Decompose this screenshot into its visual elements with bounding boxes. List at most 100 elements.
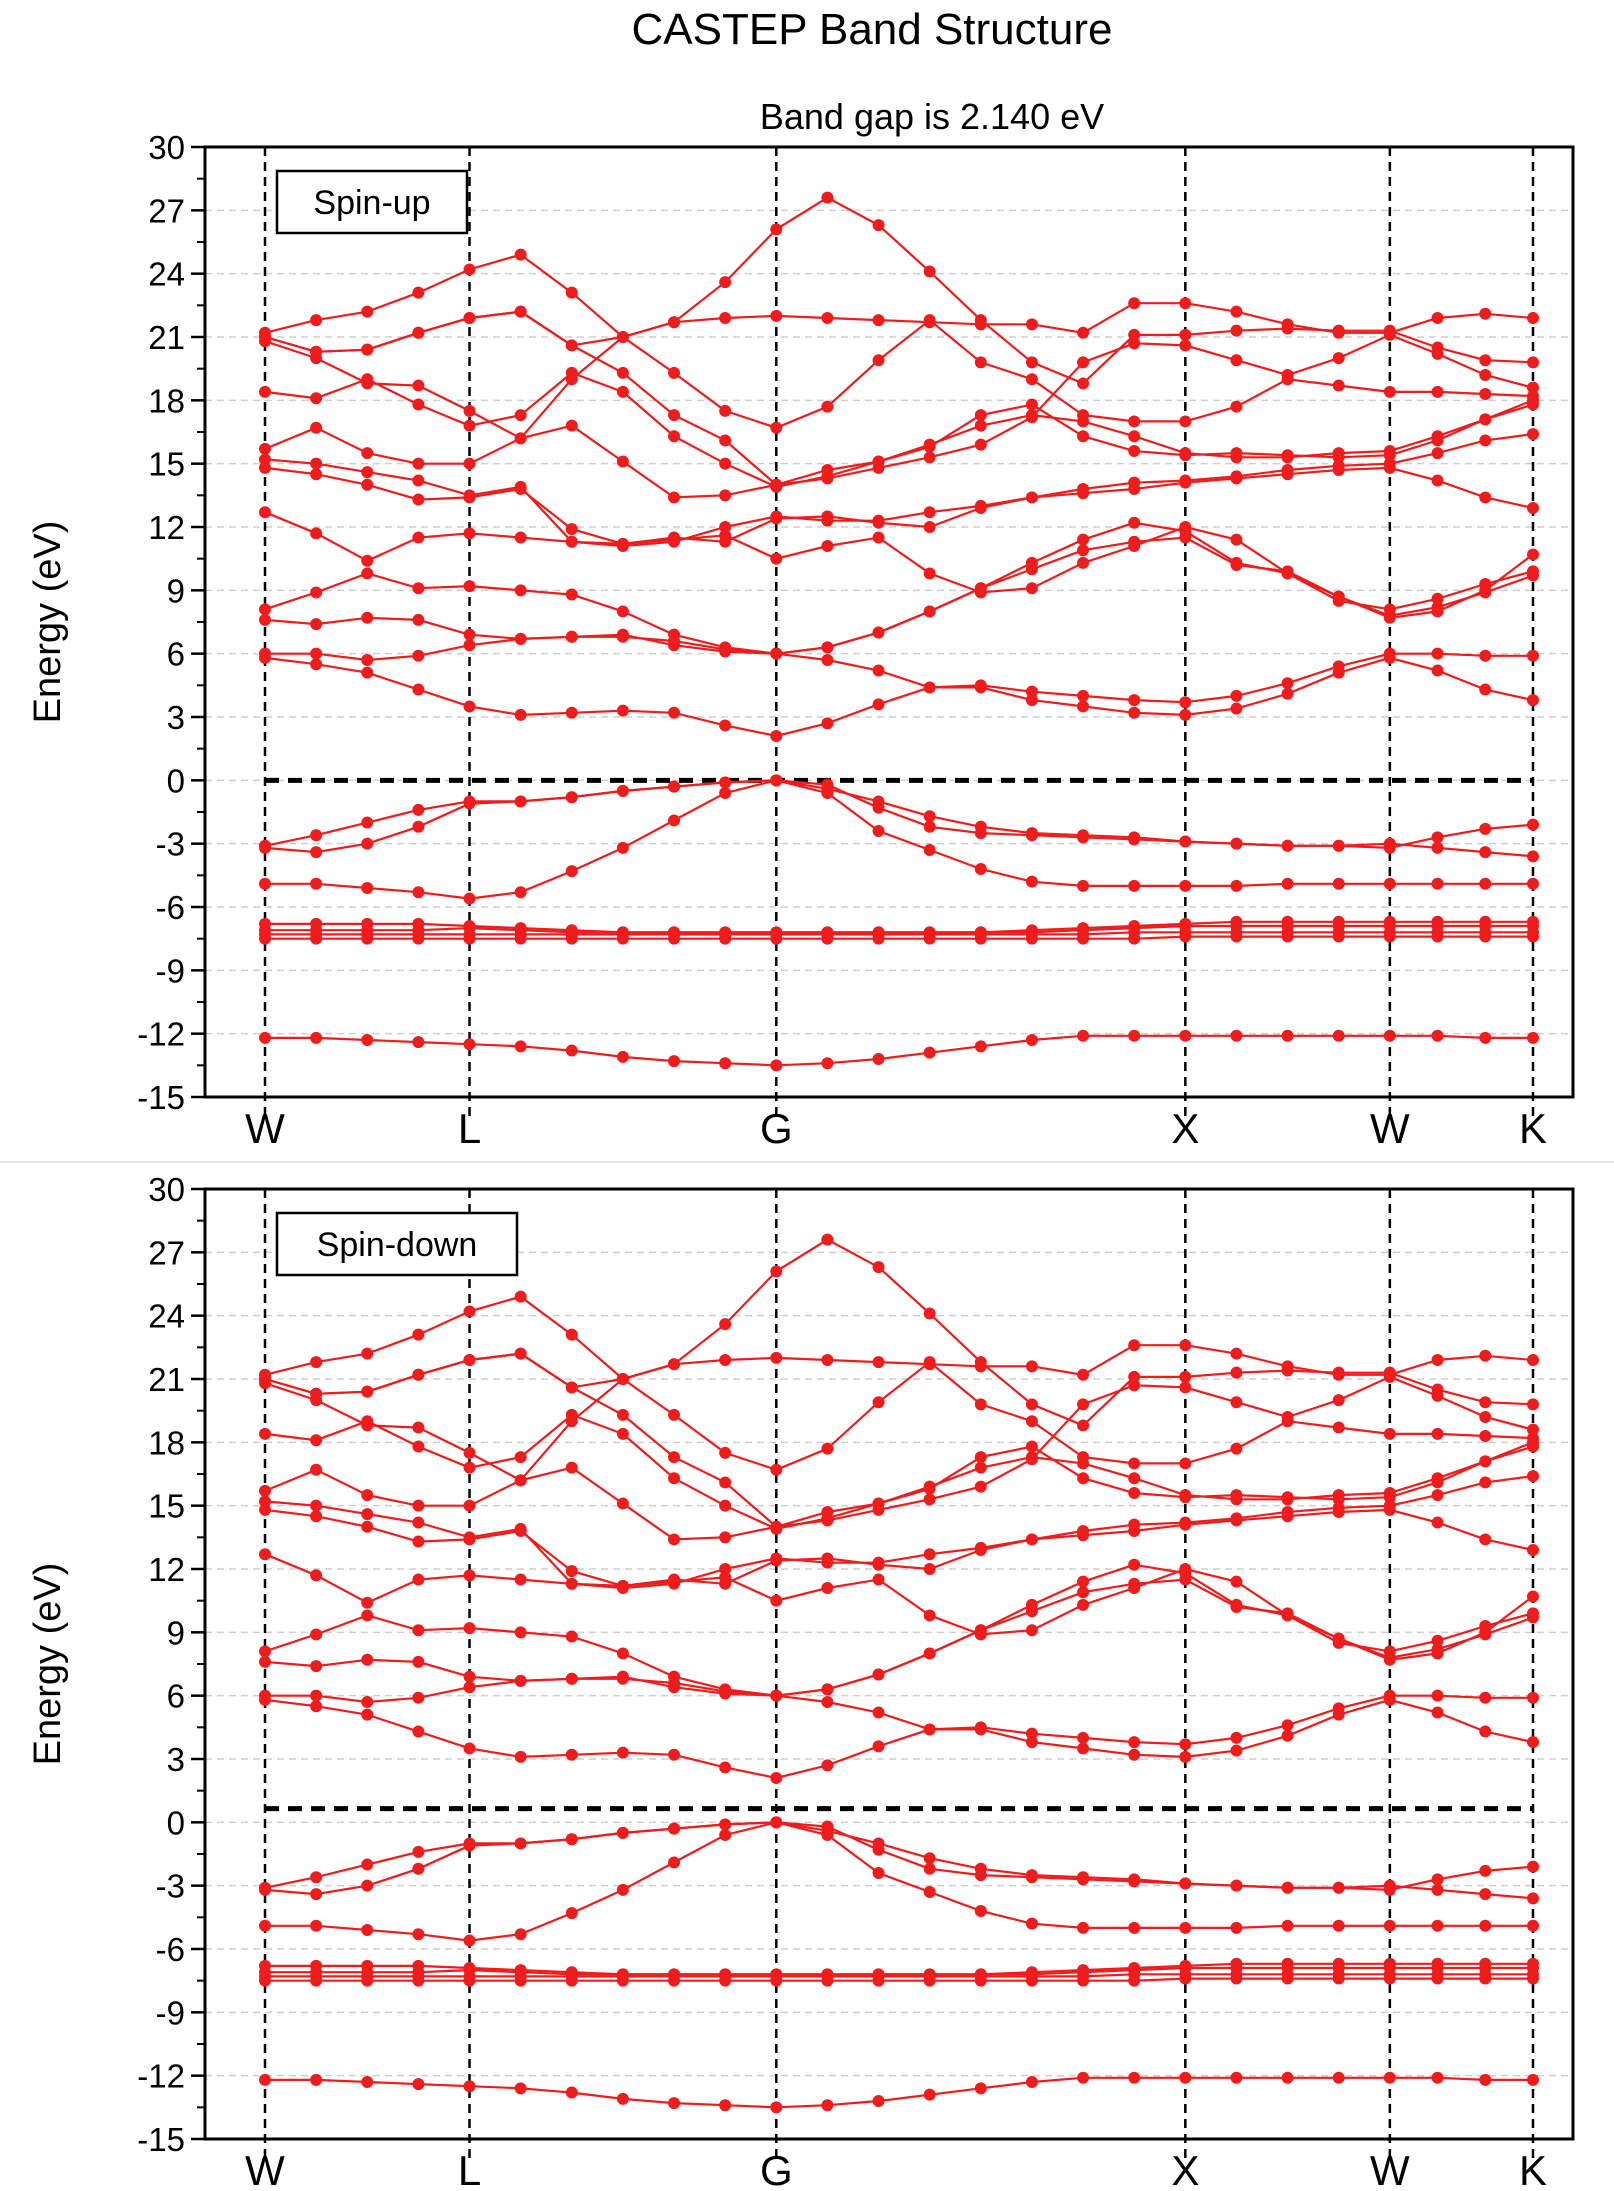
- band-point: [310, 829, 323, 842]
- band-line: [264, 779, 1533, 888]
- band-point: [1179, 879, 1192, 892]
- band-point: [514, 584, 527, 597]
- band-point: [361, 377, 374, 390]
- band-point: [821, 2099, 834, 2112]
- k-point-label: G: [760, 1105, 793, 1152]
- band-point: [1230, 324, 1243, 337]
- band-point: [923, 1609, 936, 1622]
- band-line: [265, 1962, 1533, 1976]
- band-point: [310, 647, 323, 660]
- band-point: [1281, 449, 1294, 462]
- band-point: [361, 1653, 374, 1666]
- band-point: [719, 535, 732, 548]
- band-point: [923, 567, 936, 580]
- band-point: [361, 666, 374, 679]
- band-point: [1527, 1892, 1539, 1905]
- band-point: [565, 1044, 578, 1057]
- band-point: [1431, 1476, 1444, 1489]
- band-point: [259, 877, 271, 890]
- band-point: [463, 419, 476, 432]
- band-point: [1077, 544, 1090, 557]
- band-point: [1479, 1888, 1492, 1901]
- band-point: [1332, 839, 1345, 852]
- band-point: [514, 922, 527, 935]
- band-point: [770, 1351, 783, 1364]
- y-tick-label: 18: [148, 1424, 185, 1461]
- band-point: [259, 839, 271, 852]
- band-point: [412, 286, 425, 299]
- band-point: [1077, 556, 1090, 569]
- band-point: [1281, 1919, 1294, 1932]
- band-point: [412, 531, 425, 544]
- band-point: [1230, 1598, 1243, 1611]
- y-tick-label: 6: [167, 1678, 185, 1715]
- band-point: [1281, 1411, 1294, 1423]
- band-point: [1025, 1360, 1038, 1373]
- band-point: [1077, 689, 1090, 702]
- band-point: [872, 626, 885, 639]
- band-point: [821, 1696, 834, 1708]
- band-point: [1479, 491, 1492, 504]
- band-point: [1230, 689, 1243, 702]
- band-point: [514, 1451, 527, 1464]
- band-point: [1479, 1533, 1492, 1546]
- band-point: [1077, 1586, 1090, 1599]
- band-point: [1128, 337, 1141, 350]
- panel-label-box: [275, 169, 469, 235]
- band-point: [1479, 915, 1492, 928]
- band-point: [310, 1871, 323, 1884]
- band-point: [1479, 413, 1492, 426]
- band-point: [514, 795, 527, 808]
- band-point: [310, 1463, 323, 1476]
- band-point: [872, 1053, 885, 1065]
- band-point: [770, 1552, 783, 1565]
- band-point: [1128, 1962, 1141, 1974]
- band-point: [463, 795, 476, 808]
- band-point: [1179, 1738, 1192, 1751]
- band-point: [974, 1905, 987, 1917]
- band-point: [1527, 1590, 1539, 1603]
- band-point: [259, 917, 271, 930]
- band-point: [514, 1040, 527, 1053]
- band-point: [310, 345, 323, 358]
- band-point: [1230, 837, 1243, 850]
- band-point: [1128, 476, 1141, 489]
- band-point: [668, 1451, 681, 1464]
- band-point: [1479, 388, 1492, 400]
- band-point: [923, 1862, 936, 1875]
- band-point: [514, 1573, 527, 1586]
- band-point: [1230, 702, 1243, 715]
- band-point: [1179, 297, 1192, 310]
- band-point: [1431, 341, 1444, 354]
- band-point: [616, 605, 629, 618]
- band-point: [412, 1928, 425, 1941]
- band-point: [770, 1772, 783, 1784]
- band-point: [923, 1852, 936, 1865]
- band-point: [565, 1577, 578, 1590]
- band-point: [770, 1594, 783, 1607]
- band-point: [1128, 1748, 1141, 1761]
- band-point: [770, 309, 783, 322]
- band-point: [1230, 400, 1243, 413]
- band-point: [1479, 307, 1492, 320]
- band-point: [412, 803, 425, 816]
- y-tick-label: 0: [167, 1804, 185, 1841]
- band-point: [1383, 1879, 1396, 1892]
- band-point: [1230, 1879, 1243, 1892]
- band-point: [1383, 1029, 1396, 1042]
- band-point: [668, 706, 681, 719]
- band-point: [1431, 1689, 1444, 1702]
- band-point: [412, 1691, 425, 1704]
- y-tick-label: -6: [156, 889, 185, 926]
- band-point: [1332, 326, 1345, 339]
- band-point: [974, 926, 987, 939]
- band-point: [1179, 1921, 1192, 1934]
- band-point: [412, 1499, 425, 1512]
- band-point: [719, 1563, 732, 1575]
- band-point: [821, 1582, 834, 1594]
- y-tick-label: 15: [148, 1488, 185, 1525]
- band-point: [770, 774, 783, 787]
- band-point: [1025, 1727, 1038, 1740]
- y-tick-label: 0: [167, 762, 185, 799]
